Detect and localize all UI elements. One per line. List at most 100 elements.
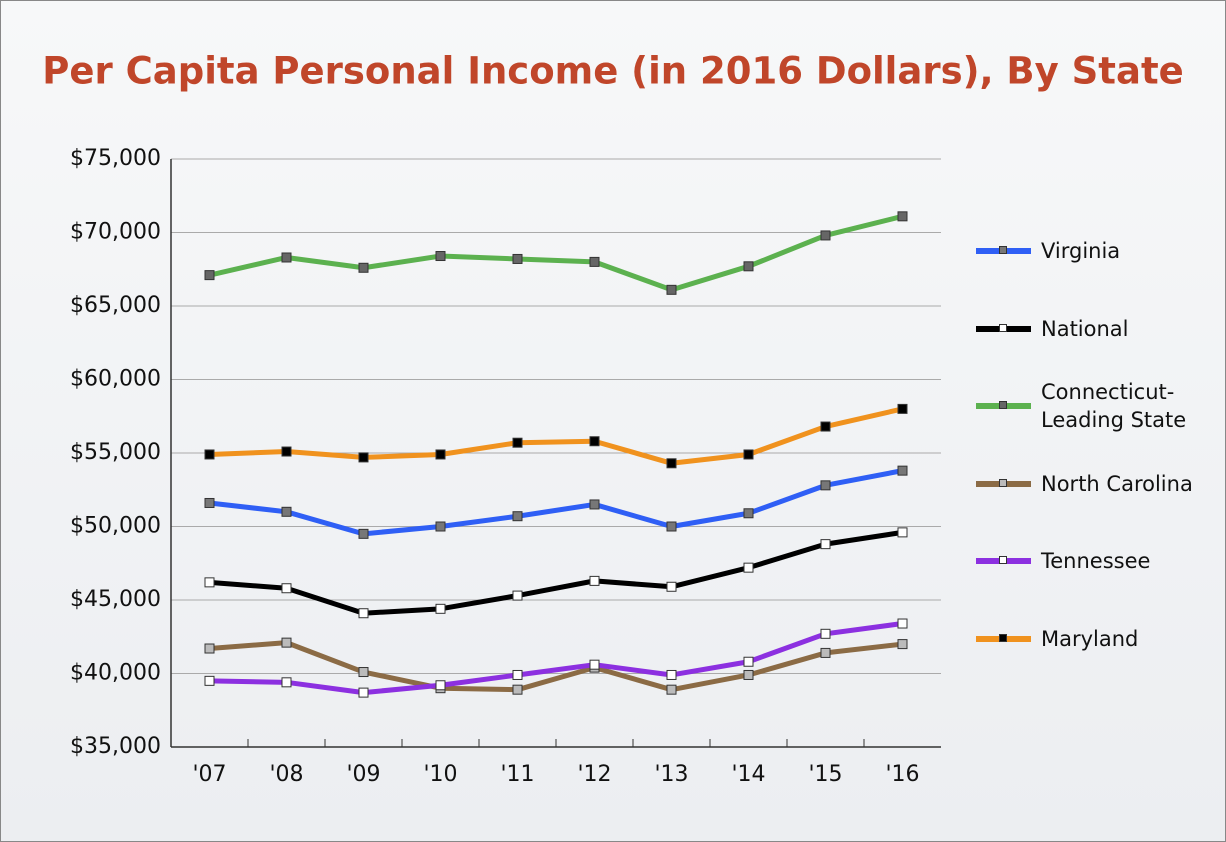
data-point <box>820 647 831 658</box>
x-tick-label: '07 <box>192 762 226 787</box>
data-point <box>204 577 215 588</box>
data-point <box>589 256 600 267</box>
y-tick-label: $45,000 <box>70 587 161 612</box>
series-line <box>209 529 903 616</box>
data-point <box>897 618 908 629</box>
data-point <box>281 637 292 648</box>
y-tick-label: $60,000 <box>70 367 161 392</box>
data-point <box>358 262 369 273</box>
data-point <box>820 539 831 550</box>
legend-item: Tennessee <box>976 547 1221 575</box>
data-point <box>743 449 754 460</box>
data-point <box>358 608 369 619</box>
data-point <box>281 506 292 517</box>
legend-item: Virginia <box>976 237 1221 265</box>
y-tick-label: $55,000 <box>70 440 161 465</box>
data-point <box>589 499 600 510</box>
legend-swatch <box>976 634 1031 642</box>
data-point <box>743 261 754 272</box>
x-tick-label: '10 <box>423 762 457 787</box>
data-point <box>435 603 446 614</box>
data-point <box>512 669 523 680</box>
data-point <box>512 511 523 522</box>
legend-swatch <box>976 478 1031 487</box>
data-point <box>204 449 215 460</box>
x-tick-label: '15 <box>808 762 842 787</box>
data-point <box>897 639 908 650</box>
legend-swatch <box>976 246 1031 254</box>
legend-label: Virginia <box>1041 239 1121 263</box>
data-point <box>743 562 754 573</box>
data-point <box>358 452 369 463</box>
data-point <box>435 680 446 691</box>
data-point <box>743 508 754 519</box>
data-point <box>897 527 908 538</box>
data-point <box>897 465 908 476</box>
y-tick-label: $40,000 <box>70 661 161 686</box>
data-point <box>666 684 677 695</box>
data-point <box>204 270 215 281</box>
legend-swatch <box>976 556 1031 565</box>
data-point <box>820 230 831 241</box>
data-point <box>666 581 677 592</box>
data-point <box>204 643 215 654</box>
legend-swatch <box>976 323 1031 332</box>
legend-item: Maryland <box>976 625 1221 653</box>
data-point <box>281 446 292 457</box>
data-point <box>512 253 523 264</box>
legend-item: Connecticut-Leading State <box>976 378 1221 434</box>
legend-label: National <box>1041 316 1129 341</box>
series-line <box>209 621 903 696</box>
data-point <box>435 449 446 460</box>
data-point <box>897 403 908 414</box>
data-point <box>666 284 677 295</box>
legend-label: Maryland <box>1041 627 1139 651</box>
series-line <box>209 406 904 466</box>
x-tick-label: '11 <box>500 762 534 787</box>
legend-label: Connecticut-Leading State <box>1041 380 1187 433</box>
data-point <box>743 669 754 680</box>
data-point <box>666 669 677 680</box>
data-point <box>358 687 369 698</box>
data-point <box>358 528 369 539</box>
y-tick-label: $50,000 <box>70 514 161 539</box>
legend-label: Tennessee <box>1041 549 1151 574</box>
data-point <box>666 458 677 469</box>
data-point <box>512 684 523 695</box>
data-point <box>204 497 215 508</box>
x-tick-label: '12 <box>577 762 611 787</box>
x-tick-label: '08 <box>269 762 303 787</box>
x-tick-label: '16 <box>885 762 919 787</box>
series-line <box>209 640 903 693</box>
data-point <box>897 211 908 222</box>
data-point <box>358 667 369 678</box>
data-point <box>820 480 831 491</box>
data-point <box>281 677 292 688</box>
y-tick-label: $75,000 <box>70 146 161 171</box>
data-point <box>281 583 292 594</box>
x-tick-label: '14 <box>731 762 765 787</box>
data-point <box>666 521 677 532</box>
data-point <box>589 436 600 447</box>
data-point <box>435 251 446 262</box>
data-point <box>589 575 600 586</box>
data-point <box>281 252 292 263</box>
y-tick-label: $70,000 <box>70 220 161 245</box>
y-tick-label: $35,000 <box>70 734 161 759</box>
x-tick-label: '09 <box>346 762 380 787</box>
legend-label: North Carolina <box>1041 471 1193 496</box>
data-point <box>589 659 600 670</box>
legend-item: National <box>976 315 1221 343</box>
data-point <box>820 421 831 432</box>
data-point <box>512 590 523 601</box>
data-point <box>743 656 754 667</box>
data-point <box>820 628 831 639</box>
series-line <box>208 213 904 293</box>
chart-title: Per Capita Personal Income (in 2016 Doll… <box>42 50 1183 93</box>
series-line <box>209 468 903 537</box>
data-point <box>512 437 523 448</box>
y-tick-label: $65,000 <box>70 293 161 318</box>
legend-item: North Carolina <box>976 470 1221 498</box>
